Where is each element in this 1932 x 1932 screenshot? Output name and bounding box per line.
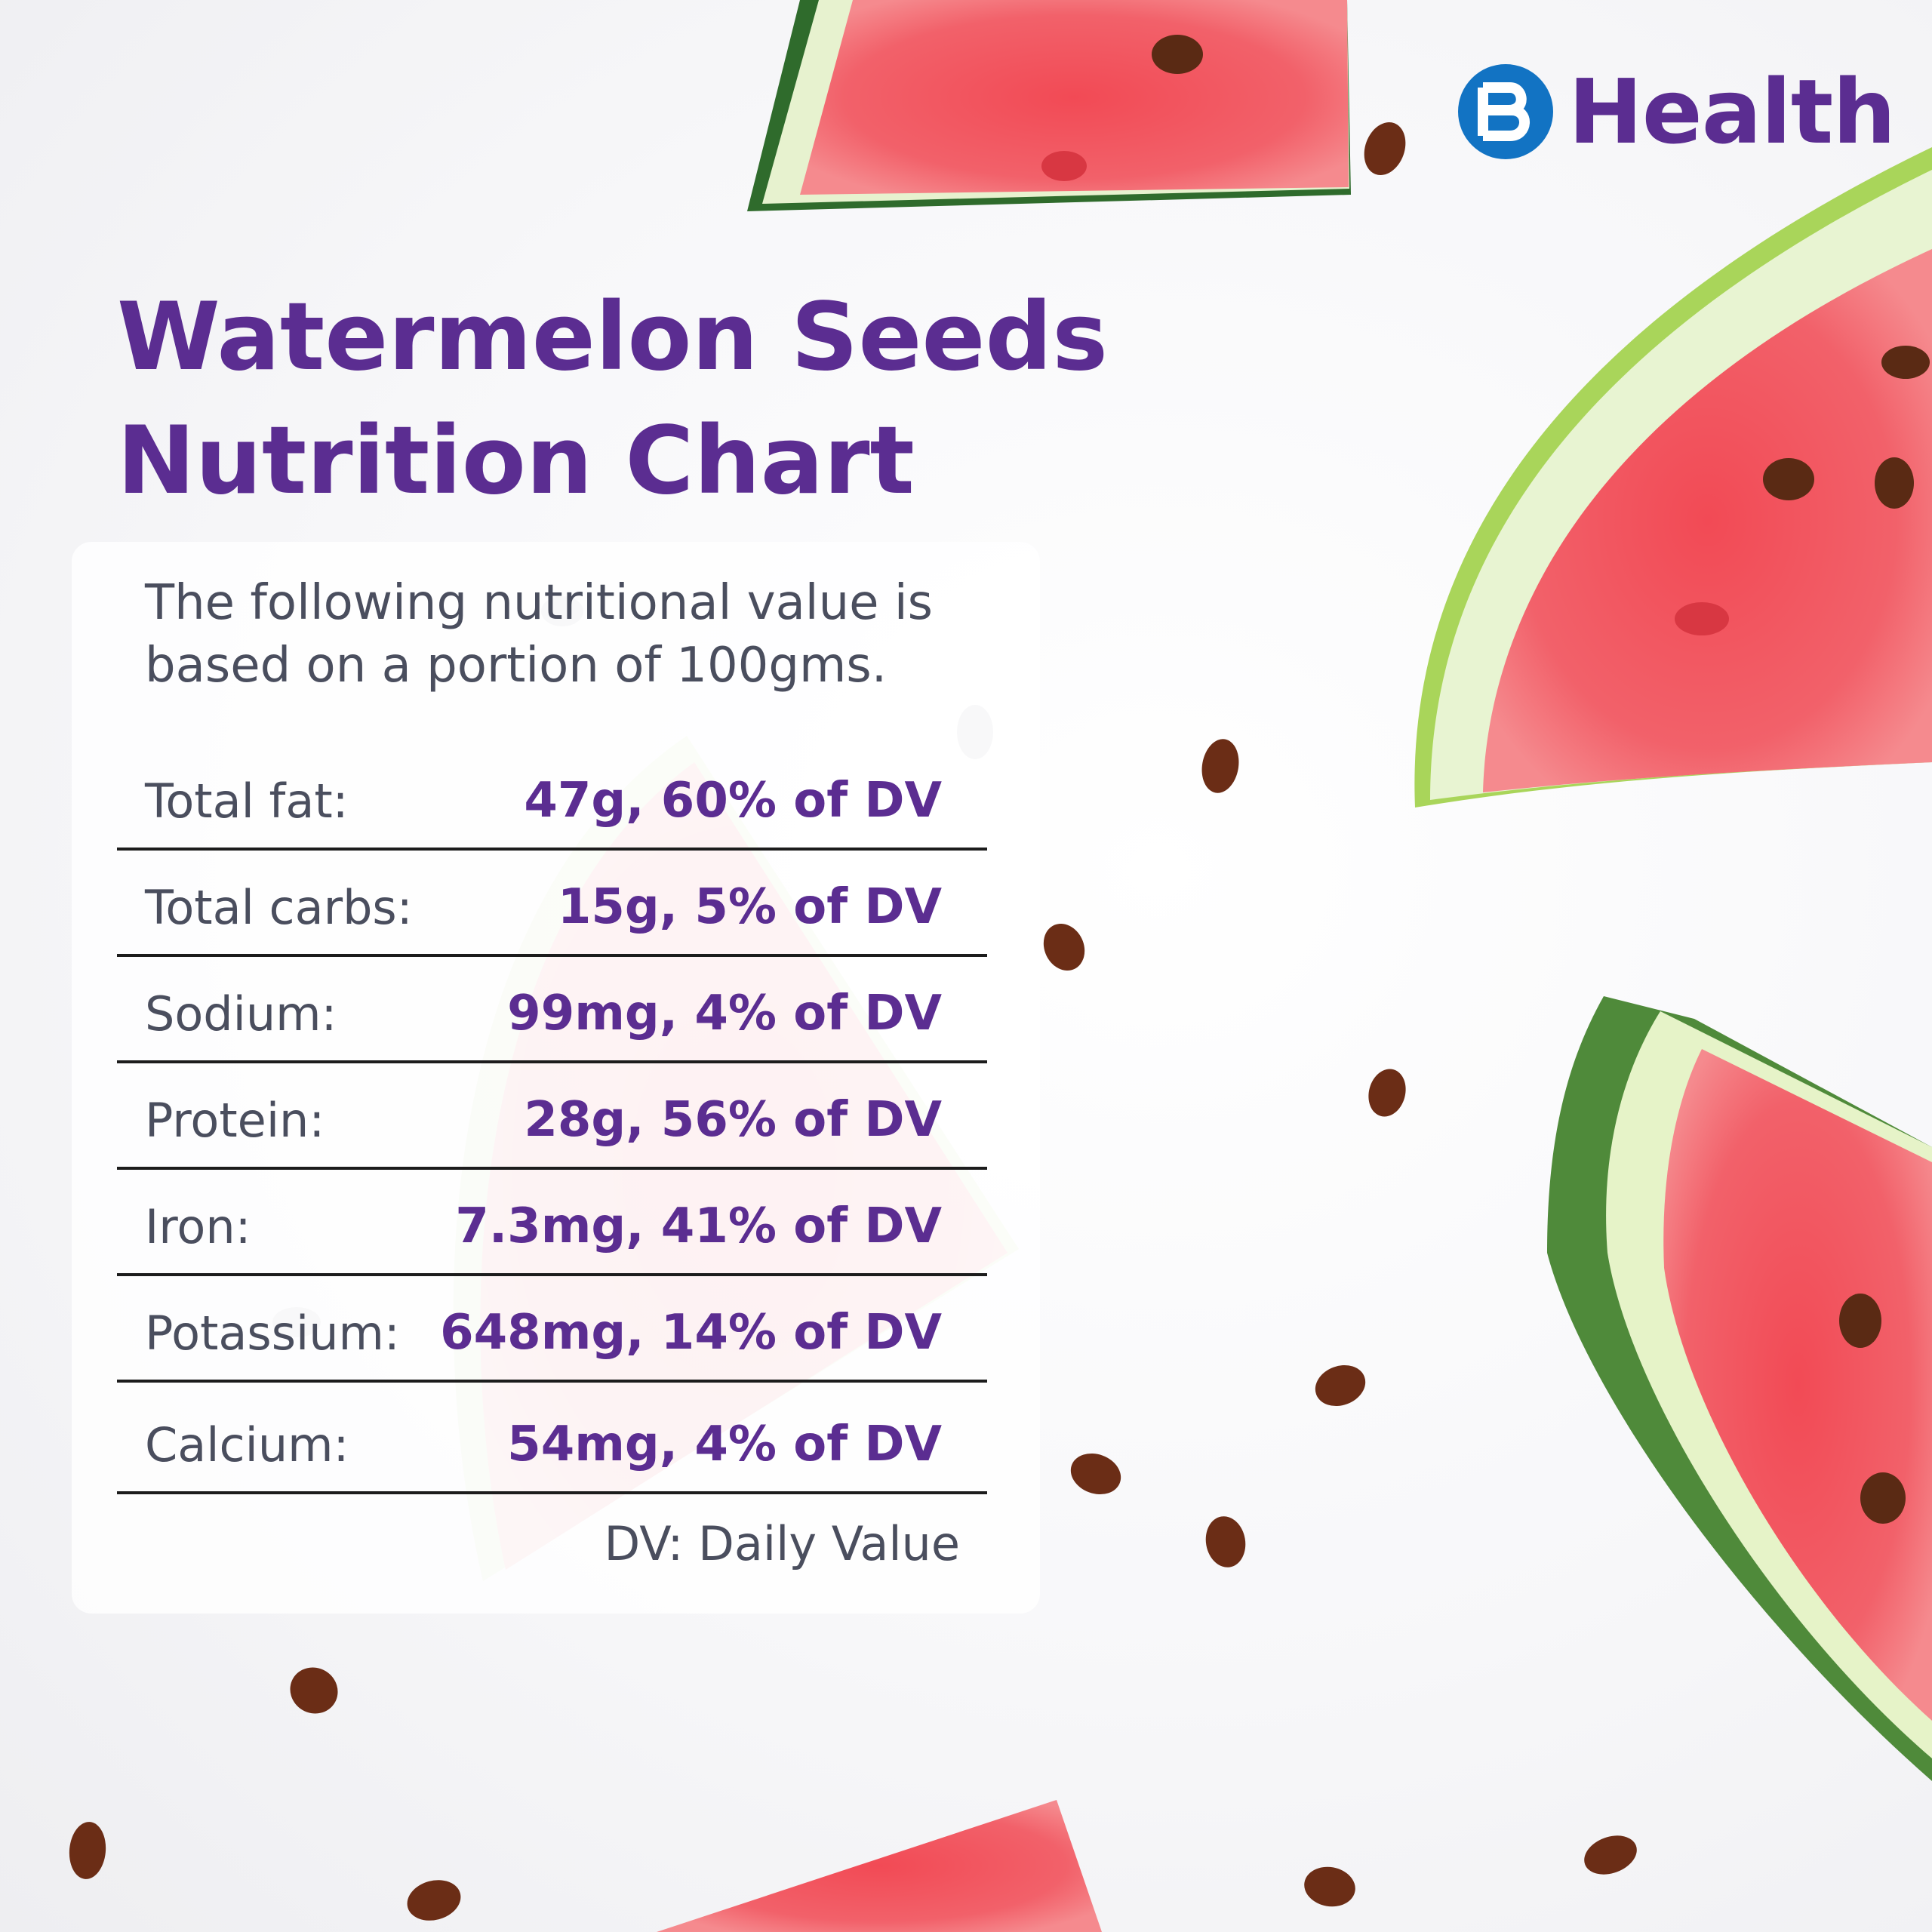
nutrient-label: Iron: (145, 1199, 251, 1254)
nutrient-row-total-fat: Total fat: 47g, 60% of DV (117, 744, 987, 851)
nutrient-value: 54mg, 4% of DV (507, 1417, 942, 1472)
nutrient-row-protein: Protein: 28g, 56% of DV (117, 1063, 987, 1170)
brand-mark-icon (1478, 82, 1530, 141)
title-line-2: Nutrition Chart (117, 407, 915, 515)
brand-badge-icon (1458, 64, 1553, 159)
dv-footnote: DV: Daily Value (604, 1516, 960, 1571)
scattered-seeds (69, 122, 1637, 1921)
intro-text: The following nutritional value is based… (145, 575, 933, 694)
nutrient-label: Protein: (145, 1093, 325, 1148)
nutrient-label: Sodium: (145, 986, 337, 1041)
nutrient-value: 648mg, 14% of DV (440, 1305, 942, 1361)
nutrition-card: The following nutritional value is based… (72, 542, 1040, 1614)
nutrient-label: Total carbs: (145, 880, 413, 935)
title-line-1: Watermelon Seeds (117, 283, 1109, 392)
nutrient-label: Calcium: (145, 1417, 349, 1472)
nutrient-row-iron: Iron: 7.3mg, 41% of DV (117, 1170, 987, 1276)
nutrient-value: 28g, 56% of DV (524, 1092, 942, 1148)
nutrient-value: 7.3mg, 41% of DV (455, 1198, 942, 1254)
nutrient-table: Total fat: 47g, 60% of DV Total carbs: 1… (117, 744, 987, 1494)
watermelon-slice-bottom (657, 1800, 1102, 1932)
nutrient-row-potassium: Potassium: 648mg, 14% of DV (117, 1276, 987, 1383)
nutrient-value: 99mg, 4% of DV (507, 986, 942, 1041)
watermelon-slice-top (747, 0, 1351, 211)
watermelon-slice-right-upper (1414, 147, 1932, 808)
brand-name: Health (1568, 60, 1896, 164)
nutrient-value: 15g, 5% of DV (557, 879, 942, 935)
page-title: Watermelon Seeds Nutrition Chart (117, 275, 1109, 523)
brand-logo: Health (1458, 59, 1896, 165)
watermelon-slice-right-lower (1547, 996, 1932, 1781)
nutrient-row-calcium: Calcium: 54mg, 4% of DV (117, 1383, 987, 1494)
nutrient-label: Potassium: (145, 1306, 400, 1361)
nutrient-row-total-carbs: Total carbs: 15g, 5% of DV (117, 851, 987, 957)
nutrient-row-sodium: Sodium: 99mg, 4% of DV (117, 957, 987, 1063)
nutrient-value: 47g, 60% of DV (524, 773, 942, 829)
nutrient-label: Total fat: (145, 774, 349, 829)
